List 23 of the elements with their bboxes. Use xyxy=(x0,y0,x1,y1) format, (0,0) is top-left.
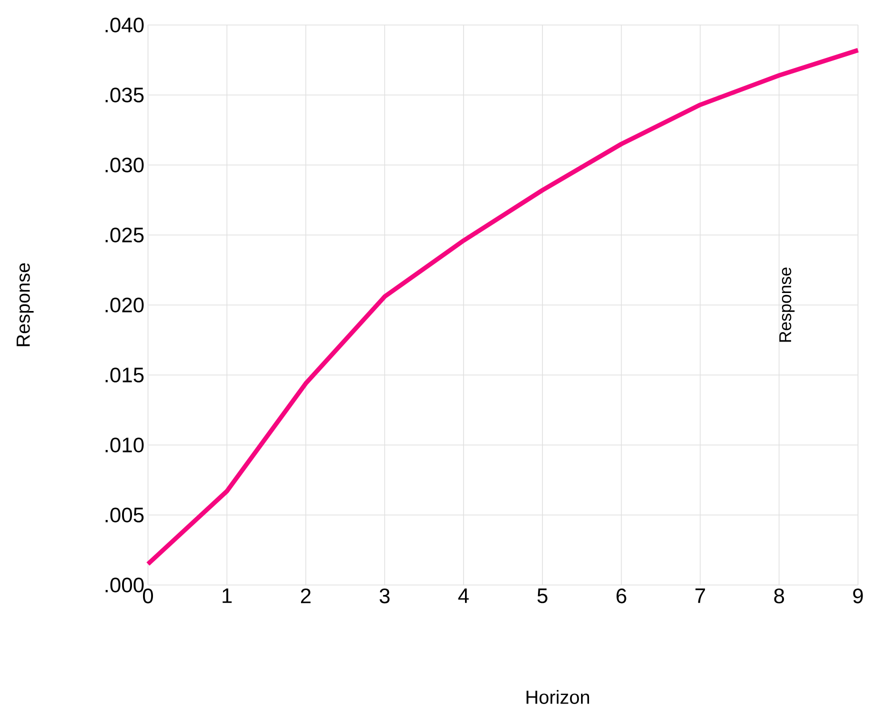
x-tick-label: 9 xyxy=(853,588,863,604)
x-tick-label: 4 xyxy=(458,588,469,603)
x-tick-label: 5 xyxy=(537,588,548,604)
y-tick-label: .020 xyxy=(106,298,144,312)
x-tick-label: 7 xyxy=(695,588,705,603)
y-tick-label: .010 xyxy=(106,438,144,452)
y-tick-label: .005 xyxy=(106,508,144,522)
line-series xyxy=(146,48,860,566)
y-tick-label: .040 xyxy=(106,18,144,32)
x-tick-label: 0 xyxy=(142,588,153,604)
x-tick-label: 1 xyxy=(222,588,232,603)
annotation: Response xyxy=(779,268,795,342)
x-tick-label: 2 xyxy=(301,588,311,604)
x-tick-label: 3 xyxy=(380,588,390,604)
y-tick-label: .015 xyxy=(106,368,144,382)
x-axis-title: Horizon xyxy=(526,690,590,704)
y-tick-label: .025 xyxy=(106,228,144,242)
x-tick-label: 8 xyxy=(774,588,784,604)
y-tick-label: .035 xyxy=(106,88,144,102)
y-tick-label: .000 xyxy=(106,578,144,592)
y-tick-label: .030 xyxy=(106,158,144,172)
y-axis-title: Response xyxy=(16,263,34,346)
x-tick-label: 6 xyxy=(616,588,626,604)
